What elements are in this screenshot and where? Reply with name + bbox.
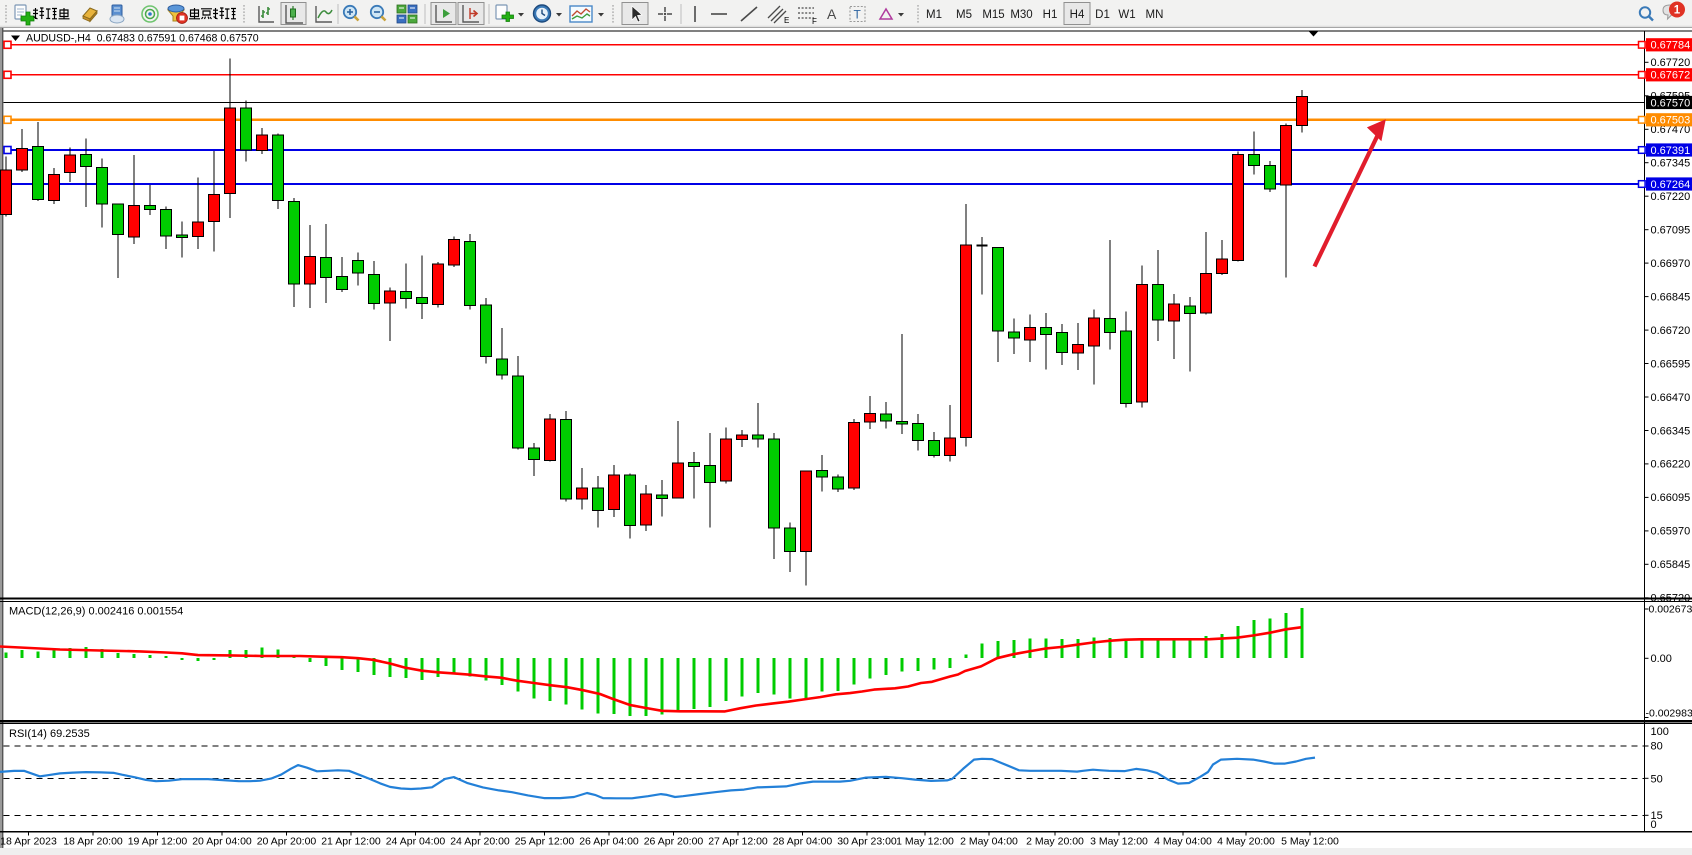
svg-text:0.66595: 0.66595 <box>1651 358 1691 370</box>
svg-text:E: E <box>784 16 789 25</box>
svg-text:0.65970: 0.65970 <box>1651 526 1691 538</box>
svg-text:3 May 12:00: 3 May 12:00 <box>1090 836 1148 848</box>
svg-text:80: 80 <box>1651 741 1663 753</box>
svg-text:0.67503: 0.67503 <box>1651 115 1691 127</box>
svg-text:20 Apr 20:00: 20 Apr 20:00 <box>257 836 317 848</box>
svg-text:0.65845: 0.65845 <box>1651 559 1691 571</box>
svg-text:4 May 20:00: 4 May 20:00 <box>1217 836 1275 848</box>
svg-text:F: F <box>812 17 817 26</box>
svg-text:1 May 12:00: 1 May 12:00 <box>896 836 954 848</box>
svg-text:A: A <box>827 6 837 22</box>
svg-text:0.67220: 0.67220 <box>1651 191 1691 203</box>
svg-text:M15: M15 <box>982 9 1004 21</box>
svg-text:2 May 20:00: 2 May 20:00 <box>1026 836 1084 848</box>
svg-text:26 Apr 20:00: 26 Apr 20:00 <box>644 836 704 848</box>
svg-text:2 May 04:00: 2 May 04:00 <box>960 836 1018 848</box>
svg-text:0: 0 <box>1651 819 1657 831</box>
svg-text:AUDUSD-,H4 0.67483 0.67591 0.: AUDUSD-,H4 0.67483 0.67591 0.67468 0.675… <box>26 33 259 45</box>
svg-text:0.66970: 0.66970 <box>1651 258 1691 270</box>
svg-text:H1: H1 <box>1043 9 1058 21</box>
svg-text:0.67720: 0.67720 <box>1651 57 1691 69</box>
svg-text:D1: D1 <box>1095 9 1110 21</box>
svg-text:15: 15 <box>1651 810 1663 822</box>
svg-text:0.67672: 0.67672 <box>1651 70 1691 82</box>
svg-text:28 Apr 04:00: 28 Apr 04:00 <box>773 836 833 848</box>
svg-text:26 Apr 04:00: 26 Apr 04:00 <box>579 836 639 848</box>
svg-text:19 Apr 12:00: 19 Apr 12:00 <box>128 836 188 848</box>
svg-text:21 Apr 12:00: 21 Apr 12:00 <box>321 836 381 848</box>
svg-text:M30: M30 <box>1010 9 1032 21</box>
svg-text:RSI(14) 69.2535: RSI(14) 69.2535 <box>9 728 90 740</box>
svg-text:0.66845: 0.66845 <box>1651 291 1691 303</box>
svg-text:0.66345: 0.66345 <box>1651 425 1691 437</box>
svg-text:1: 1 <box>1674 5 1681 17</box>
svg-text:20 Apr 04:00: 20 Apr 04:00 <box>192 836 252 848</box>
svg-text:5 May 12:00: 5 May 12:00 <box>1281 836 1339 848</box>
svg-text:24 Apr 20:00: 24 Apr 20:00 <box>450 836 510 848</box>
svg-text:0.002673: 0.002673 <box>1649 604 1692 616</box>
svg-text:0.66720: 0.66720 <box>1651 325 1691 337</box>
svg-text:0.67345: 0.67345 <box>1651 158 1691 170</box>
svg-text:0.67784: 0.67784 <box>1651 40 1691 52</box>
svg-text:M5: M5 <box>956 9 972 21</box>
svg-text:0.67391: 0.67391 <box>1651 145 1691 157</box>
svg-text:25 Apr 12:00: 25 Apr 12:00 <box>515 836 575 848</box>
svg-text:50: 50 <box>1651 773 1663 785</box>
svg-text:0.66095: 0.66095 <box>1651 492 1691 504</box>
svg-text:18 Apr 2023: 18 Apr 2023 <box>0 836 57 848</box>
svg-text:0.67470: 0.67470 <box>1651 124 1691 136</box>
svg-text:4 May 04:00: 4 May 04:00 <box>1154 836 1212 848</box>
svg-text:0.00: 0.00 <box>1651 653 1672 665</box>
svg-text:18 Apr 20:00: 18 Apr 20:00 <box>63 836 123 848</box>
svg-text:H4: H4 <box>1070 9 1085 21</box>
svg-text:MN: MN <box>1146 9 1164 21</box>
svg-text:24 Apr 04:00: 24 Apr 04:00 <box>386 836 446 848</box>
svg-text:100: 100 <box>1651 726 1669 738</box>
svg-text:MACD(12,26,9) 0.002416 0.00155: MACD(12,26,9) 0.002416 0.001554 <box>9 606 183 618</box>
svg-text:0.67570: 0.67570 <box>1651 97 1691 109</box>
svg-text:W1: W1 <box>1118 9 1135 21</box>
svg-text:-0.002983: -0.002983 <box>1646 707 1692 719</box>
svg-text:0.66220: 0.66220 <box>1651 459 1691 471</box>
svg-text:0.66470: 0.66470 <box>1651 392 1691 404</box>
svg-text:0.67264: 0.67264 <box>1651 179 1691 191</box>
svg-text:T: T <box>854 8 862 22</box>
svg-text:M1: M1 <box>926 9 942 21</box>
svg-text:27 Apr 12:00: 27 Apr 12:00 <box>708 836 768 848</box>
svg-text:30 Apr 23:00: 30 Apr 23:00 <box>837 836 897 848</box>
svg-text:0.67095: 0.67095 <box>1651 225 1691 237</box>
